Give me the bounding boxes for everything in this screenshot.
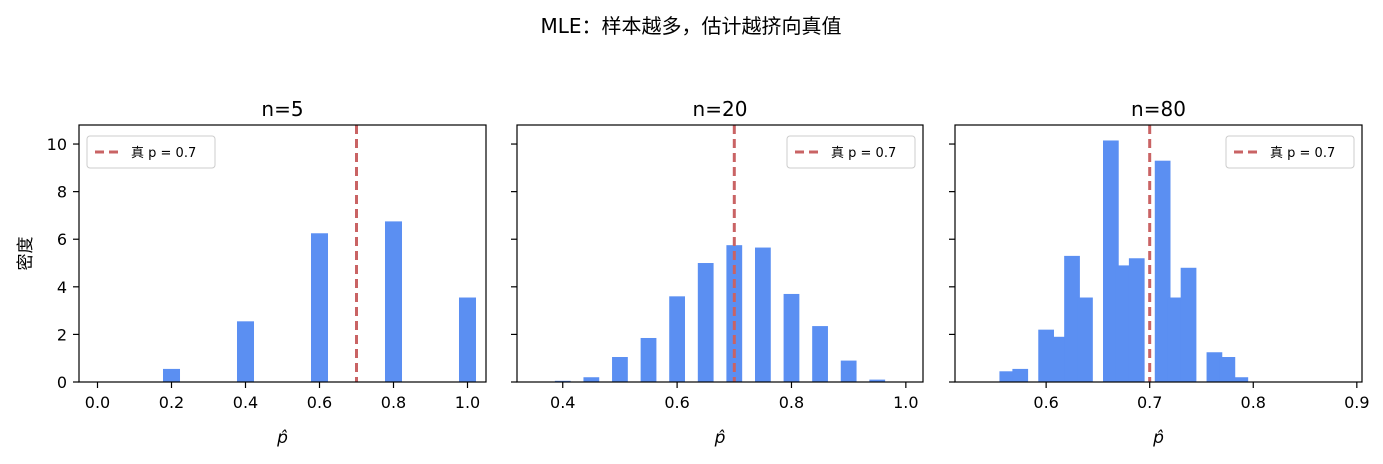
y-tick-label: 2 [57, 325, 67, 344]
histogram-bar [999, 371, 1016, 382]
histogram-bar [310, 233, 329, 382]
histogram-bar [755, 247, 771, 382]
histogram-bar [1180, 267, 1197, 382]
histogram-bar [458, 297, 477, 382]
figure-title: MLE：样本越多，估计越挤向真值 [540, 14, 841, 38]
y-tick-label: 0 [57, 373, 67, 392]
histogram-bar [1167, 297, 1184, 382]
histogram-bar [1115, 265, 1132, 382]
x-tick-label: 0.2 [159, 393, 184, 412]
x-tick-label: 0.4 [550, 393, 575, 412]
subplot-3: 0.6 0.7 0.8 0.9 n=80 p̂ 真 p = 0.7 [949, 97, 1370, 448]
subplot-title: n=80 [1131, 97, 1186, 121]
histogram-bar [236, 321, 255, 382]
legend-box [786, 135, 916, 169]
legend-label: 真 p = 0.7 [131, 146, 196, 161]
histogram-bar [840, 360, 857, 382]
legend: 真 p = 0.7 [1225, 135, 1355, 169]
histogram-bar [640, 337, 657, 382]
y-tick-label: 8 [57, 183, 67, 202]
x-tick-label: 0.8 [381, 393, 406, 412]
histogram-bar [612, 357, 628, 382]
histogram-bar [1038, 329, 1054, 382]
subplot-1: 0.0 0.2 0.4 0.6 0.8 1.0 0 2 4 6 8 10 n=5 p̂ 密度 真 p = 0.… [16, 97, 487, 448]
histogram-bar [669, 296, 685, 382]
x-axis-label: p̂ [1152, 428, 1164, 448]
legend-label: 真 p = 0.7 [1270, 146, 1335, 161]
plot-frame [954, 124, 1363, 383]
x-axis-label: p̂ [714, 428, 726, 448]
histogram-bar [1206, 352, 1223, 382]
x-tick-label: 0.0 [85, 393, 110, 412]
histogram-bar [1128, 258, 1145, 382]
histogram-bar [1051, 336, 1067, 382]
x-tick-label: 0.8 [779, 393, 804, 412]
histogram-bar [697, 263, 714, 382]
legend-box [86, 135, 216, 169]
legend-label: 真 p = 0.7 [831, 146, 896, 161]
subplot-title: n=20 [693, 97, 748, 121]
histogram-bar [1012, 368, 1029, 382]
histogram-bar [1103, 140, 1119, 382]
subplot-title: n=5 [261, 97, 303, 121]
legend-box [1225, 135, 1355, 169]
x-tick-label: 0.9 [1344, 393, 1369, 412]
y-tick-label: 4 [57, 278, 67, 297]
subplot-2: 0.4 0.6 0.8 1.0 n=20 p̂ 真 p = 0.7 [511, 97, 924, 448]
plot-frame [516, 124, 924, 383]
x-tick-label: 0.8 [1241, 393, 1266, 412]
x-tick-label: 0.7 [1137, 393, 1162, 412]
x-tick-label: 0.6 [1033, 393, 1058, 412]
histogram-bar [583, 377, 600, 382]
plot-frame [78, 124, 487, 383]
x-tick-label: 1.0 [893, 393, 918, 412]
histogram-bar [162, 368, 181, 382]
x-tick-label: 1.0 [455, 393, 480, 412]
histogram-bar [1219, 357, 1236, 382]
x-tick-label: 0.4 [233, 393, 258, 412]
x-axis-label: p̂ [276, 428, 288, 448]
legend: 真 p = 0.7 [786, 135, 916, 169]
histogram-bar [783, 293, 800, 382]
x-tick-label: 0.6 [307, 393, 332, 412]
histogram-bar [1077, 297, 1093, 382]
histogram-bar [869, 379, 886, 382]
y-tick-label: 10 [47, 135, 67, 154]
x-tick-label: 0.6 [664, 393, 689, 412]
y-axis-label: 密度 [16, 237, 36, 271]
histogram-bar [1154, 160, 1171, 382]
y-tick-label: 6 [57, 230, 67, 249]
histogram-bar [384, 221, 403, 383]
histogram-bar [812, 326, 828, 382]
histogram-bar [1064, 255, 1080, 382]
legend: 真 p = 0.7 [86, 135, 216, 169]
histogram-bar [1232, 377, 1249, 382]
